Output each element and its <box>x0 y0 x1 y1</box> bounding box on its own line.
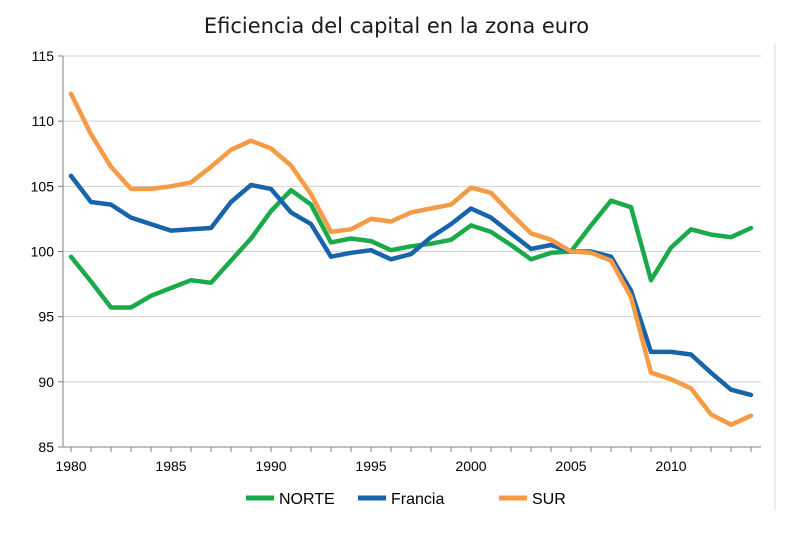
x-tick-label: 2000 <box>455 458 486 474</box>
legend-label-sur: SUR <box>532 491 566 508</box>
y-tick-label: 90 <box>38 374 54 390</box>
x-tick-label: 2010 <box>655 458 686 474</box>
series-line-sur <box>68 91 754 428</box>
series-line-francia <box>68 173 754 398</box>
x-axis-ticks: 1980 1985 1990 1995 2000 2005 2010 <box>55 447 752 474</box>
y-tick-label: 100 <box>31 244 55 260</box>
y-tick-label: 95 <box>38 309 54 325</box>
y-tick-label: 115 <box>32 48 55 64</box>
x-tick-label: 2005 <box>555 458 586 474</box>
series-lines <box>68 91 754 428</box>
series-line-norte <box>68 187 754 310</box>
y-tick-label: 110 <box>32 113 55 129</box>
legend-label-norte: NORTE <box>279 491 335 508</box>
x-tick-label: 1995 <box>355 458 386 474</box>
y-tick-label: 85 <box>38 439 54 455</box>
legend: NORTE Francia SUR <box>246 491 566 508</box>
x-tick-label: 1985 <box>155 458 186 474</box>
gridlines <box>63 55 761 383</box>
y-axis-ticks: 85 90 95 100 105 110 115 <box>31 48 63 455</box>
legend-label-francia: Francia <box>391 491 444 508</box>
x-tick-label: 1990 <box>255 458 286 474</box>
chart-title: Eficiencia del capital en la zona euro <box>203 14 590 38</box>
y-tick-label: 105 <box>31 178 55 194</box>
x-tick-label: 1980 <box>55 458 86 474</box>
